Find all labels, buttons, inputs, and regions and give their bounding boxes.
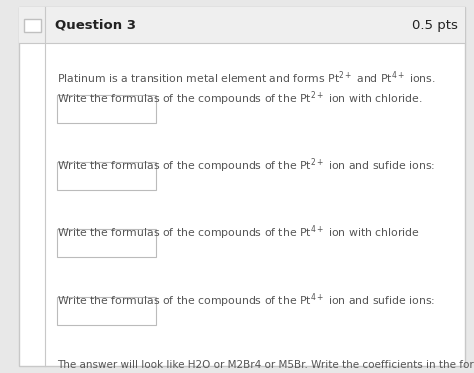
Text: 0.5 pts: 0.5 pts (411, 19, 457, 32)
Bar (24, 19, 40, 32)
Bar (57, 229, 156, 257)
Text: Write the formulas of the compounds of the Pt$^{4+}$ ion with chloride: Write the formulas of the compounds of t… (57, 224, 419, 242)
Text: Platinum is a transition metal element and forms Pt$^{2+}$ and Pt$^{4+}$ ions.: Platinum is a transition metal element a… (57, 69, 436, 86)
Text: Write the formulas of the compounds of the Pt$^{2+}$ ion with chloride.: Write the formulas of the compounds of t… (57, 90, 422, 108)
Bar (57, 297, 156, 325)
Bar (57, 162, 156, 190)
Bar (57, 95, 156, 123)
Text: Question 3: Question 3 (55, 19, 136, 32)
Text: Write the formulas of the compounds of the Pt$^{4+}$ ion and sufide ions:: Write the formulas of the compounds of t… (57, 291, 435, 310)
Text: Write the formulas of the compounds of the Pt$^{2+}$ ion and sufide ions:: Write the formulas of the compounds of t… (57, 157, 435, 175)
Bar (19, 7, 465, 43)
Text: The answer will look like H2O or M2Br4 or M5Br. Write the coefficients in the fo: The answer will look like H2O or M2Br4 o… (57, 360, 474, 370)
